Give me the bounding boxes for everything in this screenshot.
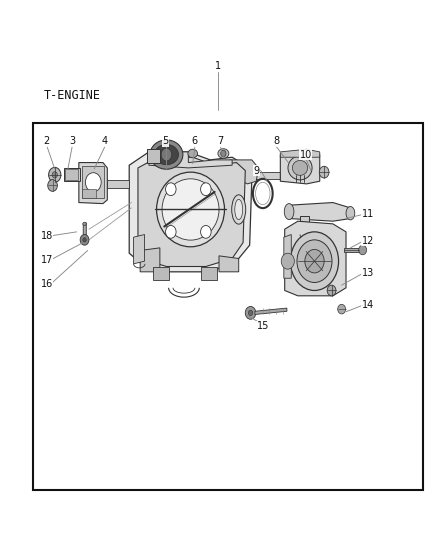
- Polygon shape: [280, 152, 320, 184]
- Text: 16: 16: [41, 279, 53, 288]
- Circle shape: [245, 306, 256, 319]
- Polygon shape: [64, 168, 80, 181]
- Circle shape: [319, 166, 329, 178]
- Text: 8: 8: [273, 136, 279, 146]
- Ellipse shape: [83, 222, 86, 225]
- Circle shape: [305, 249, 324, 273]
- Polygon shape: [107, 180, 129, 188]
- Text: 10: 10: [300, 150, 312, 159]
- Ellipse shape: [150, 140, 183, 169]
- Circle shape: [161, 148, 172, 161]
- Polygon shape: [300, 216, 309, 235]
- Text: 12: 12: [362, 236, 374, 246]
- Text: 13: 13: [362, 268, 374, 278]
- FancyBboxPatch shape: [33, 123, 423, 490]
- Circle shape: [52, 172, 57, 178]
- Polygon shape: [83, 223, 86, 236]
- Polygon shape: [134, 235, 145, 264]
- Polygon shape: [289, 203, 350, 221]
- Polygon shape: [219, 256, 239, 272]
- Ellipse shape: [188, 149, 198, 158]
- Circle shape: [290, 232, 339, 290]
- Ellipse shape: [154, 144, 178, 165]
- Text: 2: 2: [44, 136, 50, 146]
- Text: 6: 6: [192, 136, 198, 146]
- Polygon shape: [149, 152, 232, 168]
- Text: 3: 3: [69, 136, 75, 146]
- Text: 15: 15: [257, 321, 269, 331]
- Circle shape: [359, 245, 367, 255]
- Polygon shape: [79, 163, 107, 204]
- Circle shape: [201, 183, 211, 196]
- Ellipse shape: [346, 206, 355, 220]
- Polygon shape: [140, 248, 160, 272]
- Text: T-ENGINE: T-ENGINE: [44, 88, 101, 102]
- Circle shape: [281, 253, 294, 269]
- Ellipse shape: [284, 204, 294, 220]
- Polygon shape: [82, 189, 96, 198]
- Text: 11: 11: [362, 209, 374, 219]
- Circle shape: [83, 238, 86, 242]
- Circle shape: [80, 235, 89, 245]
- Circle shape: [201, 225, 211, 238]
- Text: 17: 17: [41, 255, 53, 264]
- Circle shape: [248, 310, 253, 316]
- Text: 18: 18: [41, 231, 53, 240]
- Circle shape: [327, 285, 336, 296]
- Circle shape: [49, 167, 61, 182]
- Polygon shape: [285, 221, 346, 296]
- Polygon shape: [65, 169, 78, 180]
- Circle shape: [48, 180, 57, 191]
- Text: 9: 9: [253, 166, 259, 175]
- Ellipse shape: [157, 172, 224, 247]
- Circle shape: [85, 173, 101, 192]
- Ellipse shape: [232, 195, 246, 224]
- Circle shape: [166, 183, 176, 196]
- Circle shape: [166, 225, 176, 238]
- Polygon shape: [201, 266, 217, 280]
- Ellipse shape: [218, 149, 229, 158]
- Polygon shape: [138, 157, 245, 266]
- Ellipse shape: [235, 199, 243, 220]
- Text: 4: 4: [102, 136, 108, 146]
- Circle shape: [297, 240, 332, 282]
- Text: 7: 7: [217, 136, 223, 146]
- Polygon shape: [280, 149, 320, 157]
- Text: 5: 5: [162, 136, 169, 146]
- Circle shape: [338, 304, 346, 314]
- Polygon shape: [129, 152, 252, 272]
- Text: 1: 1: [215, 61, 221, 70]
- Polygon shape: [82, 166, 104, 198]
- Polygon shape: [230, 160, 258, 184]
- Ellipse shape: [288, 156, 312, 180]
- Text: 14: 14: [362, 300, 374, 310]
- Polygon shape: [255, 308, 287, 314]
- Polygon shape: [245, 172, 280, 179]
- Polygon shape: [284, 235, 291, 278]
- Polygon shape: [344, 248, 361, 252]
- Circle shape: [221, 150, 226, 157]
- Ellipse shape: [162, 179, 219, 240]
- Polygon shape: [153, 266, 169, 280]
- Ellipse shape: [293, 160, 308, 175]
- Polygon shape: [147, 149, 160, 163]
